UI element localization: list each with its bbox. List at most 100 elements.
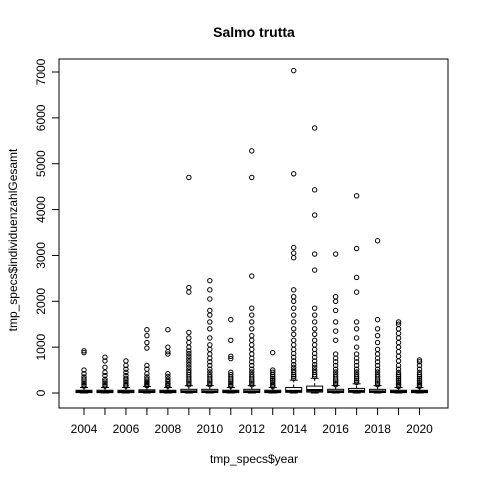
outlier-point [249, 342, 255, 348]
outlier-point [332, 366, 339, 372]
y-axis-label: tmp_specs$individuenzahlGesamt [6, 148, 20, 331]
outlier-point [311, 354, 318, 360]
outlier-point [228, 371, 234, 378]
x-tick-label: 2008 [155, 422, 182, 436]
outlier-point [395, 321, 402, 327]
box-2004 [75, 348, 93, 394]
y-tick-label: 6000 [34, 104, 48, 131]
box-2011 [222, 316, 240, 394]
outlier-point [186, 369, 192, 376]
outlier-point [165, 327, 171, 333]
outlier-point [416, 375, 423, 382]
outlier-point [249, 366, 255, 372]
outlier-point [291, 294, 297, 300]
outlier-point [332, 382, 339, 388]
outlier-point [207, 319, 213, 325]
box-2012 [243, 148, 261, 394]
outlier-point [353, 366, 360, 372]
outlier-point [311, 251, 318, 257]
outlier-point [332, 380, 339, 386]
outlier-point [186, 284, 192, 291]
outlier-point [207, 362, 213, 369]
outlier-point [311, 312, 318, 318]
outlier-point [249, 273, 255, 279]
outlier-point [416, 379, 423, 385]
outlier-point [186, 356, 192, 362]
outlier-point [102, 382, 108, 388]
box-2008 [159, 327, 177, 394]
outlier-point [291, 331, 297, 338]
outlier-point [332, 371, 339, 378]
outlier-point [374, 359, 381, 365]
outlier-point [374, 238, 381, 244]
outlier-point [374, 339, 381, 346]
outlier-point [395, 326, 402, 332]
outlier-point [311, 326, 318, 332]
outlier-point [165, 378, 171, 385]
outlier-point [374, 371, 381, 378]
outlier-point [270, 379, 276, 385]
outlier-point [102, 369, 108, 376]
x-tick-label: 2018 [364, 422, 391, 436]
outlier-point [332, 298, 339, 304]
outlier-point [395, 358, 402, 364]
outlier-point [144, 332, 150, 339]
outlier-point [291, 337, 297, 343]
box-2009 [180, 174, 198, 394]
outlier-point [374, 346, 381, 353]
y-tick-label: 0 [34, 389, 48, 396]
y-tick-label: 3000 [34, 242, 48, 269]
box-2013 [264, 349, 282, 394]
outlier-point [395, 366, 402, 372]
outlier-point [207, 382, 213, 388]
outlier-point [144, 376, 150, 382]
outlier-point [186, 339, 192, 346]
outlier-point [311, 369, 318, 376]
outlier-point [332, 351, 339, 357]
outlier-point [249, 346, 255, 353]
outlier-point [270, 377, 276, 383]
outlier-point [81, 349, 87, 356]
outlier-point [249, 148, 255, 154]
outlier-point [353, 377, 360, 384]
outlier-point [207, 287, 213, 293]
outlier-point [311, 305, 318, 311]
x-tick-label: 2012 [238, 422, 265, 436]
outlier-point [123, 366, 129, 372]
outlier-point [291, 298, 297, 304]
outlier-point [207, 380, 213, 386]
outlier-point [228, 355, 234, 362]
outlier-point [228, 316, 234, 323]
outlier-point [353, 289, 360, 295]
outlier-point [395, 353, 402, 360]
outlier-point [186, 350, 192, 357]
outlier-point [228, 382, 234, 388]
outlier-point [395, 381, 402, 387]
outlier-point [165, 371, 171, 377]
outlier-point [332, 307, 339, 314]
outlier-point [416, 371, 423, 378]
x-tick-label: 2016 [322, 422, 349, 436]
outlier-point [311, 367, 318, 373]
outlier-point [291, 305, 297, 311]
outlier-point [186, 359, 192, 365]
outlier-point [311, 342, 318, 348]
outlier-point [81, 382, 87, 388]
outlier-point [291, 369, 297, 376]
outlier-point [249, 337, 255, 343]
outlier-point [395, 330, 402, 337]
outlier-point [291, 364, 297, 371]
outlier-point [81, 371, 87, 377]
outlier-point [395, 375, 402, 382]
outlier-point [291, 358, 297, 364]
outlier-point [291, 67, 297, 74]
outlier-point [311, 331, 318, 338]
outlier-point [374, 332, 381, 339]
outlier-point [416, 366, 423, 372]
box-2017 [348, 193, 366, 394]
outlier-point [311, 187, 318, 193]
outlier-point [270, 349, 276, 356]
outlier-point [353, 193, 360, 199]
outlier-point [353, 326, 360, 332]
outlier-point [353, 245, 360, 252]
